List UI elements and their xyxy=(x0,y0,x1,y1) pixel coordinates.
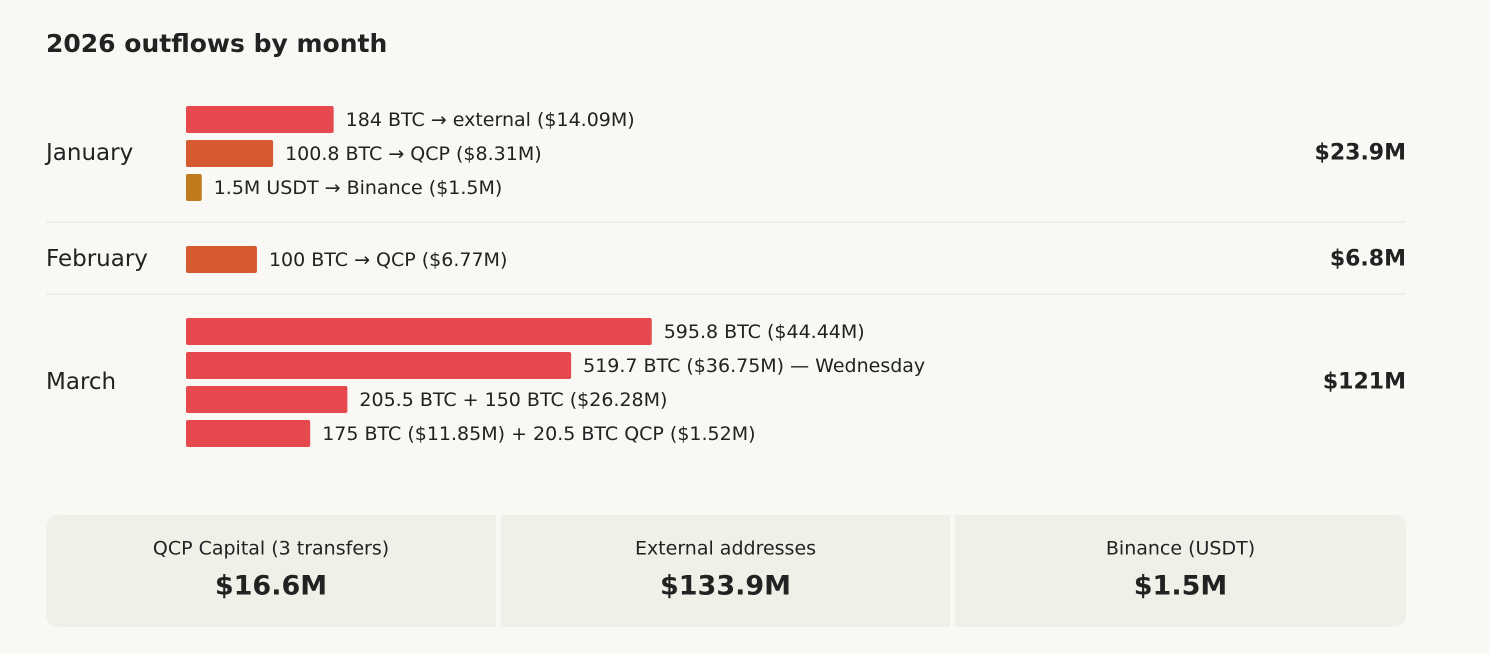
month-label: January xyxy=(44,140,133,166)
summary-card xyxy=(501,515,950,627)
bar xyxy=(186,140,274,167)
month-label: March xyxy=(46,369,116,395)
month-label: February xyxy=(46,246,148,272)
bar-label: 175 BTC ($11.85M) + 20.5 BTC QCP ($1.52M… xyxy=(322,423,755,445)
bar-label: 519.7 BTC ($36.75M) — Wednesday xyxy=(583,355,925,377)
month-total: $23.9M xyxy=(1315,141,1406,166)
summary-value: $16.6M xyxy=(215,571,327,602)
month-total: $6.8M xyxy=(1330,247,1406,272)
summary-value: $133.9M xyxy=(660,571,791,602)
bar-label: 184 BTC → external ($14.09M) xyxy=(346,109,635,131)
summary-card xyxy=(955,515,1406,627)
bar xyxy=(186,174,202,201)
bar-label: 595.8 BTC ($44.44M) xyxy=(664,321,865,343)
bar xyxy=(186,318,652,345)
bar-label: 1.5M USDT → Binance ($1.5M) xyxy=(214,177,503,199)
month-total: $121M xyxy=(1323,370,1406,395)
summary-label: Binance (USDT) xyxy=(1106,538,1255,560)
summary-value: $1.5M xyxy=(1134,571,1228,602)
bar xyxy=(186,386,348,413)
bar-label: 205.5 BTC + 150 BTC ($26.28M) xyxy=(359,389,667,411)
bar xyxy=(186,420,311,447)
summary-card xyxy=(46,515,496,627)
chart-title: 2026 outflows by month xyxy=(46,29,387,58)
bar xyxy=(186,106,334,133)
bar-label: 100 BTC → QCP ($6.77M) xyxy=(269,249,507,271)
bar xyxy=(186,352,572,379)
summary-label: External addresses xyxy=(635,538,816,560)
bar xyxy=(186,246,257,273)
bar-label: 100.8 BTC → QCP ($8.31M) xyxy=(285,143,542,165)
summary-label: QCP Capital (3 transfers) xyxy=(153,538,389,560)
